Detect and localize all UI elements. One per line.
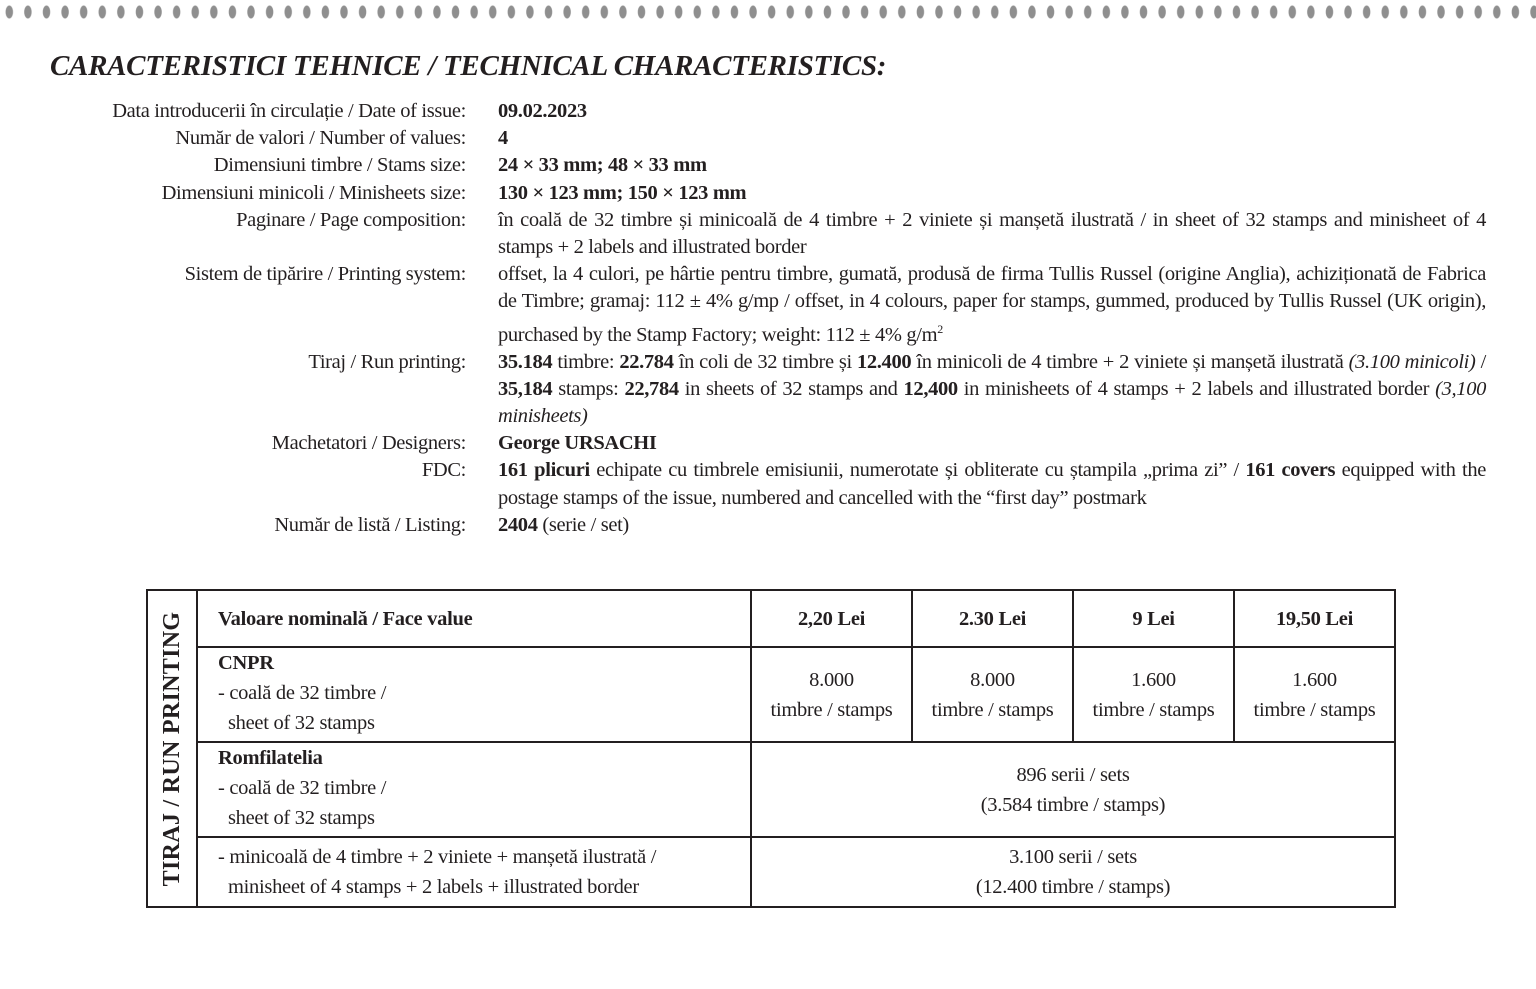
- text: Valoare nominală / Face value: [196, 589, 752, 648]
- text: 161 covers: [1245, 459, 1336, 482]
- table-row-romfilatelia: Romfilatelia - coală de 32 timbre / sheet …: [147, 741, 1396, 838]
- text: 8.000: [809, 668, 854, 691]
- text: 1.600: [1292, 668, 1337, 691]
- text: în coli de 32 timbre și: [673, 350, 857, 373]
- table-cell: CNPR - coală de 32 timbre / sheet of 32 st…: [196, 646, 752, 743]
- text: - coală de 32 timbre /: [218, 777, 387, 799]
- text: 4: [498, 127, 508, 150]
- spec-stamp-size: Dimensiuni timbre / Stams size: 24 × 33 m…: [0, 152, 1536, 179]
- text: 35.184: [498, 350, 553, 373]
- dotted-border: [0, 4, 1536, 20]
- text: Număr de valori / Number of values:: [175, 127, 466, 150]
- page-title: CARACTERISTICI TEHNICE / TECHNICAL CHARA…: [50, 50, 887, 82]
- text: 19,50 Lei: [1233, 589, 1396, 648]
- text: Tiraj / Run printing:: [308, 350, 466, 373]
- table-cell: 896 serii / sets (3.584 timbre / stamps): [750, 741, 1396, 838]
- text: în coală de 32 timbre și minicoală de 4 …: [498, 208, 1486, 259]
- table-cell: 1.600 timbre / stamps: [1072, 646, 1235, 743]
- text: (12.400 timbre / stamps): [975, 876, 1171, 898]
- text: 3.100 serii / sets: [1009, 846, 1137, 868]
- text: timbre / stamps: [1253, 698, 1376, 721]
- text: 130 × 123 mm; 150 × 123 mm: [498, 181, 747, 204]
- run-printing-table: TIRAJ / RUN PRINTING Valoare nominală / …: [146, 589, 1396, 908]
- text: (3,100 minisheets): [498, 377, 1487, 428]
- text: 22.784: [619, 350, 674, 373]
- text: Număr de listă / Listing:: [274, 513, 466, 536]
- text: 896 serii / sets: [1016, 763, 1130, 786]
- table-row-minisheet: - minicoală de 4 timbre + 2 viniete + ma…: [147, 836, 1396, 908]
- text: 35,184: [498, 377, 553, 400]
- text: Romfilatelia: [218, 747, 323, 769]
- text: 09.02.2023: [498, 100, 587, 122]
- text: sheet of 32 stamps: [228, 712, 375, 734]
- specs-list: Data introducerii în circulație / Date o…: [0, 98, 1536, 539]
- text: 22,784: [624, 377, 679, 400]
- table-cell: 3.100 serii / sets (12.400 timbre / stamp…: [750, 836, 1396, 908]
- text: minisheet of 4 stamps + 2 labels + illus…: [228, 876, 639, 898]
- text: Dimensiuni timbre / Stams size:: [213, 154, 467, 177]
- text: sheet of 32 stamps: [228, 807, 375, 829]
- spec-designers: Machetatori / Designers: George URSACHI: [0, 430, 1536, 457]
- text: CNPR: [218, 652, 274, 674]
- text: 24 × 33 mm; 48 × 33 mm: [498, 154, 707, 177]
- text: /: [1475, 350, 1487, 373]
- spec-listing: Număr de listă / Listing: 2404 (serie / s…: [0, 512, 1536, 539]
- text: 12,400: [903, 377, 959, 400]
- spec-minisheet-size: Dimensiuni minicoli / Minisheets size: 13…: [0, 180, 1536, 207]
- text: 2,20 Lei: [750, 589, 913, 648]
- text: în minicoli de 4 timbre + 2 viniete și m…: [911, 350, 1349, 373]
- text: in minisheets of 4 stamps + 2 labels and…: [957, 377, 1436, 400]
- table-header-row: TIRAJ / RUN PRINTING Valoare nominală / …: [146, 589, 1396, 908]
- table-cell: 8.000 timbre / stamps: [911, 646, 1074, 743]
- text: - minicoală de 4 timbre + 2 viniete + ma…: [218, 846, 657, 868]
- spec-run-printing: Tiraj / Run printing: 35.184 timbre: 22.…: [0, 349, 1536, 431]
- text: timbre / stamps: [931, 698, 1054, 721]
- spec-fdc: FDC: 161 plicuri echipate cu timbrele emi…: [0, 457, 1536, 511]
- text: Data introducerii în circulație / Date o…: [112, 100, 466, 122]
- text: Sistem de tipărire / Printing system:: [184, 263, 467, 286]
- text: 1.600: [1131, 668, 1176, 691]
- text: timbre:: [552, 350, 620, 373]
- spec-page-composition: Paginare / Page composition: în coală de …: [0, 207, 1536, 261]
- text: Machetatori / Designers:: [271, 432, 467, 455]
- text: (3.100 minicoli): [1348, 350, 1476, 373]
- text: TIRAJ / RUN PRINTING: [159, 611, 185, 886]
- text: (serie / set): [537, 513, 629, 536]
- text: George URSACHI: [498, 432, 657, 455]
- text: (3.584 timbre / stamps): [980, 793, 1166, 816]
- spec-values: Număr de valori / Number of values: 4: [0, 125, 1536, 152]
- table-cell: 1.600 timbre / stamps: [1233, 646, 1396, 743]
- table-cell: 8.000 timbre / stamps: [750, 646, 913, 743]
- text: timbre / stamps: [770, 698, 893, 721]
- text: 8.000: [970, 668, 1015, 691]
- text: 2404: [498, 513, 538, 536]
- text: in sheets of 32 stamps and: [678, 377, 904, 400]
- text: 12.400: [856, 350, 912, 373]
- text: equipped with the postage stamps of the …: [498, 459, 1486, 509]
- table-cell: - minicoală de 4 timbre + 2 viniete + ma…: [196, 836, 752, 908]
- text: Dimensiuni minicoli / Minisheets size:: [161, 181, 467, 204]
- text: 2.30 Lei: [911, 589, 1074, 648]
- table-row-cnpr: CNPR - coală de 32 timbre / sheet of 32 st…: [147, 646, 1396, 743]
- text: FDC:: [421, 459, 467, 482]
- text: Paginare / Page composition:: [236, 208, 466, 231]
- text: timbre / stamps: [1092, 698, 1215, 721]
- text: 2: [937, 321, 943, 336]
- text: 9 Lei: [1072, 589, 1235, 648]
- text: 161 plicuri: [498, 459, 590, 482]
- text: stamps:: [552, 377, 625, 400]
- spec-printing-system: Sistem de tipărire / Printing system: off…: [0, 261, 1536, 348]
- table-cell: Romfilatelia - coală de 32 timbre / sheet …: [196, 741, 752, 838]
- text: offset, la 4 culori, pe hârtie pentru ti…: [498, 263, 1486, 346]
- text: echipate cu timbrele emisiunii, numerota…: [589, 459, 1246, 482]
- spec-date: Data introducerii în circulație / Date o…: [0, 98, 1536, 125]
- side-label-cell: TIRAJ / RUN PRINTING: [146, 589, 198, 908]
- text: - coală de 32 timbre /: [218, 682, 387, 704]
